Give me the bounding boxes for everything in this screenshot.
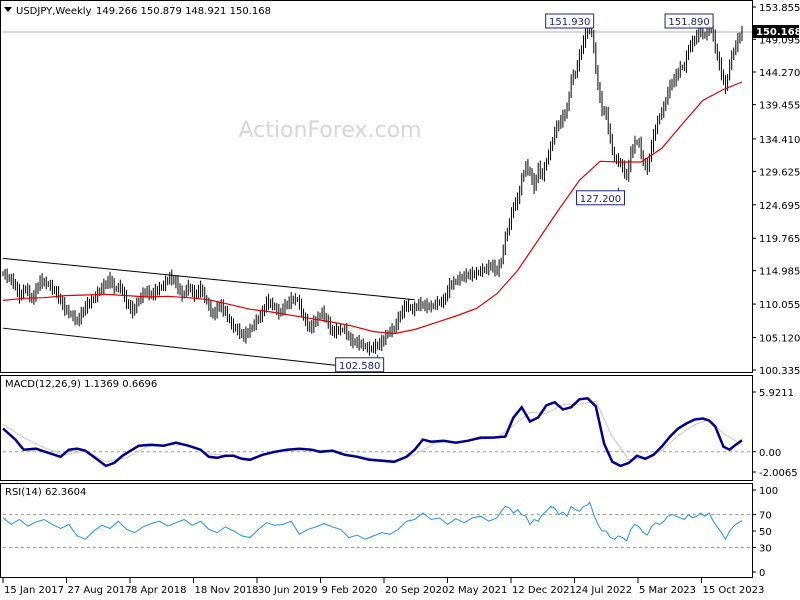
channel-line-1 xyxy=(2,257,415,301)
macd-panel xyxy=(0,375,753,481)
price-watermark: ActionForex.com xyxy=(239,118,422,143)
ohlc-readout: 149.266 150.879 148.921 150.168 xyxy=(96,6,271,17)
macd-title: MACD(12,26,9) 1.1369 0.6696 xyxy=(5,379,157,390)
annotation-label: 102.580 xyxy=(339,361,380,372)
price-tick-label: 124.695 xyxy=(759,201,800,212)
price-annotation: 151.890 xyxy=(664,13,714,29)
time-tick-label: 9 Feb 2020 xyxy=(322,585,378,596)
price-tick-label: 153.855 xyxy=(759,3,800,14)
price-tick-label: 114.985 xyxy=(759,267,800,278)
price-tick-label: 100.335 xyxy=(759,366,800,377)
time-axis: 15 Jan 2017 27 Aug 2017 8 Apr 2018 18 Nov 2… xyxy=(2,578,765,596)
price-panel xyxy=(0,0,753,373)
price-axis: 153.855 149.095 144.270 139.455 134.410 129.6… xyxy=(752,3,800,377)
annotation-box xyxy=(545,13,595,29)
time-tick-label: 15 Oct 2023 xyxy=(703,585,765,596)
price-annotation: 102.580 xyxy=(335,354,385,373)
annotation-box xyxy=(664,13,714,29)
price-tick-label: 144.270 xyxy=(759,68,800,79)
rsi-drawing xyxy=(2,501,752,548)
time-tick-label: 18 Nov 2018 xyxy=(195,585,259,596)
annotation-label: 127.200 xyxy=(580,194,621,205)
time-tick-label: 24 Jul 2022 xyxy=(576,585,633,596)
annotation-label: 151.890 xyxy=(668,17,709,28)
rsi-tick-label: 70 xyxy=(759,511,772,522)
moving-average-line xyxy=(2,81,743,335)
macd-line xyxy=(2,396,743,468)
macd-tick-label: -2.0065 xyxy=(759,468,798,479)
time-tick-label: 20 Sep 2020 xyxy=(385,585,448,596)
collapse-arrow-icon[interactable] xyxy=(4,7,12,12)
current-price-tag xyxy=(753,25,799,39)
price-drawing: 102.580 151.930 127.200 151.890 xyxy=(2,13,752,373)
rsi-axis: 100 70 50 30 0 xyxy=(752,486,778,579)
time-tick-label: 8 Apr 2018 xyxy=(131,585,186,596)
rsi-panel xyxy=(0,483,753,578)
rsi-tick-label: 30 xyxy=(759,543,772,554)
price-tick-label: 139.455 xyxy=(759,101,800,112)
annotation-label: 151.930 xyxy=(549,17,590,28)
macd-tick-label: 5.9211 xyxy=(759,388,794,399)
channel-line-2 xyxy=(2,327,374,371)
annotation-box xyxy=(575,190,625,206)
price-annotation: 151.930 xyxy=(545,13,595,29)
rsi-line xyxy=(2,501,743,542)
price-tick-label: 105.120 xyxy=(759,334,800,345)
price-tick-label: 119.765 xyxy=(759,234,800,245)
time-tick-label: 12 Dec 2021 xyxy=(512,585,576,596)
time-tick-label: 30 Jun 2019 xyxy=(258,585,318,596)
annotation-box xyxy=(335,357,385,373)
rsi-title: RSI(14) 62.3604 xyxy=(5,487,86,498)
time-tick-label: 2 May 2021 xyxy=(449,585,508,596)
macd-tick-label: 0.00 xyxy=(759,448,781,459)
price-tick-label: 149.095 xyxy=(759,35,800,46)
time-tick-label: 27 Aug 2017 xyxy=(68,585,132,596)
rsi-tick-label: 50 xyxy=(759,527,772,538)
time-tick-label: 5 Mar 2023 xyxy=(639,585,696,596)
rsi-tick-label: 100 xyxy=(759,486,778,497)
rsi-tick-label: 0 xyxy=(759,568,765,579)
macd-axis: 5.9211 0.00 -2.0065 xyxy=(752,388,798,479)
price-tick-label: 110.055 xyxy=(759,300,800,311)
price-tick-label: 134.410 xyxy=(759,135,800,146)
symbol-title: USDJPY,Weekly xyxy=(16,6,92,17)
time-tick-label: 15 Jan 2017 xyxy=(4,585,64,596)
macd-drawing xyxy=(2,396,752,468)
current-price-label: 150.168 xyxy=(756,27,800,38)
price-tick-label: 129.625 xyxy=(759,167,800,178)
price-annotation: 127.200 xyxy=(575,187,625,206)
